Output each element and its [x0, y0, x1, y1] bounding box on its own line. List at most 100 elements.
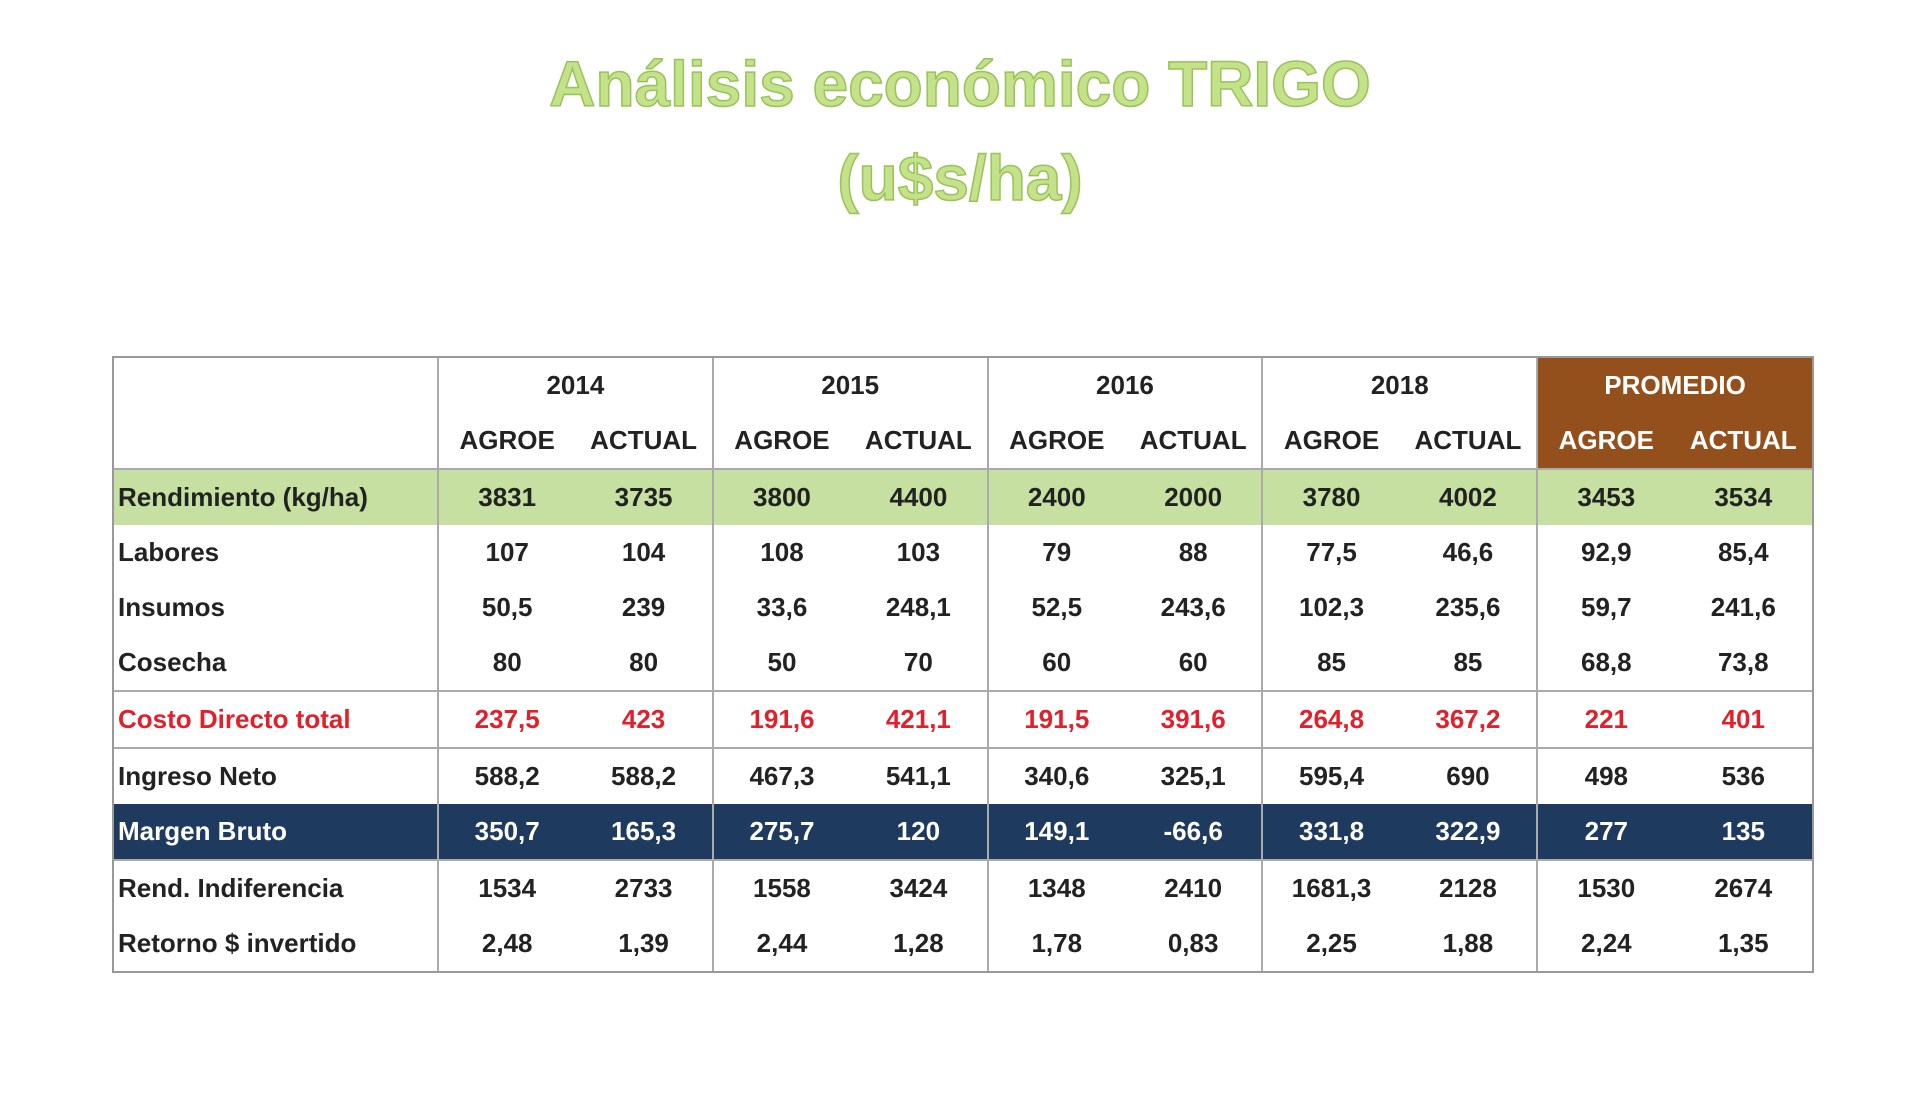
cell-value: 221: [1536, 690, 1675, 748]
table-row: Margen Bruto 350,7 165,3 275,7 120 149,1 -66,6…: [114, 804, 1812, 860]
cell-value: 243,6: [1160, 592, 1226, 622]
cell-value: 60: [1178, 647, 1208, 677]
row-label: Retorno $ invertido: [118, 928, 357, 958]
cell-value: 77,5: [1261, 525, 1400, 580]
cell-value: 423: [575, 690, 713, 748]
row-label: Costo Directo total: [114, 690, 438, 748]
cell-value: 2,48: [436, 916, 576, 971]
table-row: Insumos 50,5 239 33,6 248,1 52,5 243,6 102,3 235…: [114, 580, 1812, 635]
cell-value: 391,6: [1124, 690, 1263, 748]
cell-value: 241,6: [1710, 592, 1776, 622]
row-label: Rend. Indiferencia: [114, 859, 438, 916]
cell-value: -66,6: [1124, 804, 1263, 860]
year-header: 2014: [437, 358, 713, 413]
table-row: Costo Directo total 237,5 423 191,6 421,1 191…: [114, 690, 1812, 748]
cell-value: 102,3: [1261, 580, 1400, 635]
subheader: AGROE: [1536, 413, 1675, 469]
cell-value: 1534: [436, 859, 576, 916]
row-label: Insumos: [118, 592, 225, 622]
cell-value: 88: [1178, 537, 1208, 567]
cell-value: 588,2: [575, 747, 713, 804]
cell-value: 85: [1453, 647, 1483, 677]
cell-value: 2128: [1399, 859, 1538, 916]
cell-value: 421,1: [850, 690, 988, 748]
row-label: Rendimiento (kg/ha): [114, 468, 438, 525]
cell-value: 2400: [986, 468, 1125, 525]
table-row: Cosecha 80 80 50 70 60 60 85 85 68,8 73,8: [114, 635, 1812, 691]
table-row: Rendimiento (kg/ha) 3831 3735 3800 4400 2400 2…: [114, 468, 1812, 525]
row-label: Margen Bruto: [114, 804, 438, 860]
cell-value: 1,39: [618, 928, 669, 958]
cell-value: 1558: [711, 859, 851, 916]
cell-value: 103: [896, 537, 941, 567]
cell-value: 50: [711, 635, 851, 691]
cell-value: 2,24: [1536, 916, 1675, 971]
cell-value: 70: [903, 647, 933, 677]
cell-value: 33,6: [711, 580, 851, 635]
cell-value: 3735: [575, 468, 713, 525]
subheader: AGROE: [986, 413, 1125, 469]
subheader: ACTUAL: [590, 425, 698, 455]
cell-value: 467,3: [711, 747, 851, 804]
table-row: Labores 107 104 108 103 79 88 77,5 46,6 92,9 85,4: [114, 525, 1812, 580]
cell-value: 1,78: [986, 916, 1125, 971]
cell-value: 3780: [1261, 468, 1400, 525]
cell-value: 325,1: [1124, 747, 1263, 804]
cell-value: 165,3: [575, 804, 713, 860]
cell-value: 2,44: [711, 916, 851, 971]
cell-value: 3800: [711, 468, 851, 525]
subheader: AGROE: [436, 413, 576, 469]
subheader: ACTUAL: [864, 425, 972, 455]
cell-value: 80: [629, 647, 659, 677]
subheader: AGROE: [1261, 413, 1400, 469]
year-header: 2015: [711, 358, 988, 413]
row-label: Cosecha: [118, 647, 227, 677]
cell-value: 322,9: [1399, 804, 1538, 860]
cell-value: 1,28: [893, 928, 944, 958]
cell-value: 264,8: [1261, 690, 1400, 748]
table-row: Retorno $ invertido 2,48 1,39 2,44 1,28 1,78 0…: [114, 916, 1812, 971]
subheader: ACTUAL: [1414, 425, 1522, 455]
cell-value: 1530: [1536, 859, 1675, 916]
cell-value: 690: [1399, 747, 1538, 804]
title: Análisis económico TRIGO: [549, 48, 1372, 120]
cell-value: 340,6: [986, 747, 1125, 804]
cell-value: 92,9: [1536, 525, 1675, 580]
cell-value: 498: [1536, 747, 1675, 804]
cell-value: 277: [1536, 804, 1675, 860]
cell-value: 191,6: [711, 690, 851, 748]
data-table: 2014 2015 2016 2018 PROMEDIO AGROE ACTUAL AGROE…: [112, 356, 1814, 973]
year-header: 2018: [1261, 358, 1538, 413]
cell-value: 60: [986, 635, 1125, 691]
cell-value: 2000: [1124, 468, 1263, 525]
cell-value: 235,6: [1435, 592, 1501, 622]
cell-value: 59,7: [1536, 580, 1675, 635]
subheader: ACTUAL: [1674, 413, 1812, 469]
cell-value: 120: [850, 804, 988, 860]
table-row: Rend. Indiferencia 1534 2733 1558 3424 1348 24…: [114, 859, 1812, 916]
cell-value: 108: [711, 525, 851, 580]
cell-value: 1681,3: [1261, 859, 1400, 916]
subheader: ACTUAL: [1139, 425, 1247, 455]
cell-value: 79: [986, 525, 1125, 580]
cell-value: 104: [621, 537, 666, 567]
cell-value: 3831: [436, 468, 576, 525]
year-header: 2016: [986, 358, 1263, 413]
cell-value: 1,35: [1717, 928, 1769, 958]
subheader-row: AGROE ACTUAL AGROE ACTUAL AGROE ACTUAL AGROE AC…: [114, 413, 1812, 469]
cell-value: 275,7: [711, 804, 851, 860]
subheader: AGROE: [711, 413, 851, 469]
cell-value: 149,1: [986, 804, 1125, 860]
cell-value: 237,5: [436, 690, 576, 748]
cell-value: 135: [1674, 804, 1812, 860]
cell-value: 2733: [575, 859, 713, 916]
cell-value: 2410: [1124, 859, 1263, 916]
row-label: Labores: [118, 537, 220, 567]
cell-value: 2,25: [1261, 916, 1400, 971]
cell-value: 4002: [1399, 468, 1538, 525]
cell-value: 536: [1674, 747, 1812, 804]
cell-value: 248,1: [885, 592, 951, 622]
cell-value: 239: [621, 592, 666, 622]
cell-value: 3424: [850, 859, 988, 916]
